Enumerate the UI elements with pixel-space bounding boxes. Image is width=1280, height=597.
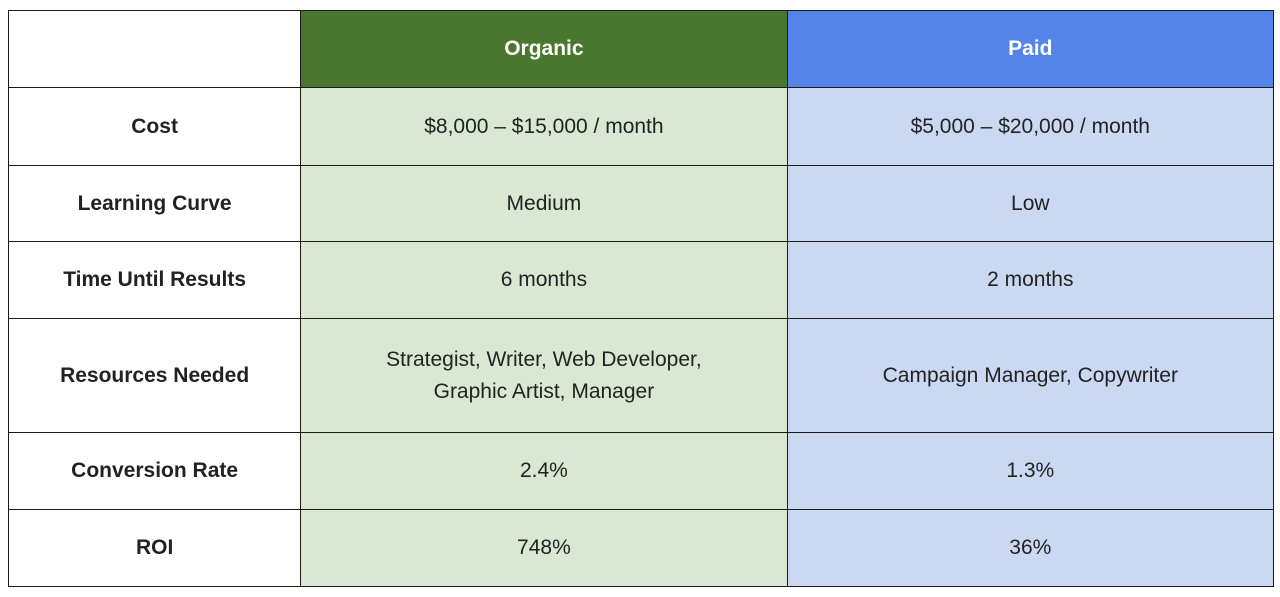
paid-conversion-rate-cell: 1.3%	[786, 432, 1275, 510]
table-row-learning-curve: Learning Curve Medium Low	[7, 165, 1275, 242]
organic-resources-line-1: Strategist, Writer, Web Developer,	[386, 347, 702, 371]
paid-resources-needed-cell: Campaign Manager, Copywriter	[786, 318, 1275, 433]
organic-conversion-rate-cell: 2.4%	[300, 432, 788, 510]
paid-learning-curve-cell: Low	[786, 165, 1275, 242]
organic-column-header: Organic	[300, 10, 788, 88]
corner-cell	[7, 10, 302, 88]
row-label-time-until-results: Time Until Results	[7, 241, 302, 319]
table-row-roi: ROI 748% 36%	[7, 509, 1275, 587]
organic-cost-cell: $8,000 – $15,000 / month	[300, 87, 788, 166]
organic-learning-curve-cell: Medium	[300, 165, 788, 242]
row-label-learning-curve: Learning Curve	[7, 165, 302, 242]
organic-time-until-results-cell: 6 months	[300, 241, 788, 319]
table-row-time-until-results: Time Until Results 6 months 2 months	[7, 241, 1275, 319]
organic-roi-cell: 748%	[300, 509, 788, 587]
organic-resources-line-2: Graphic Artist, Manager	[433, 379, 655, 403]
comparison-table: Organic Paid Cost $8,000 – $15,000 / mon…	[7, 10, 1275, 587]
row-label-roi: ROI	[7, 509, 302, 587]
table-row-conversion-rate: Conversion Rate 2.4% 1.3%	[7, 432, 1275, 510]
header-row: Organic Paid	[7, 10, 1275, 88]
paid-time-until-results-cell: 2 months	[786, 241, 1275, 319]
row-label-cost: Cost	[7, 87, 302, 166]
paid-roi-cell: 36%	[786, 509, 1275, 587]
paid-cost-cell: $5,000 – $20,000 / month	[786, 87, 1275, 166]
table-row-cost: Cost $8,000 – $15,000 / month $5,000 – $…	[7, 87, 1275, 166]
organic-resources-needed-cell: Strategist, Writer, Web Developer, Graph…	[300, 318, 788, 433]
row-label-conversion-rate: Conversion Rate	[7, 432, 302, 510]
paid-column-header: Paid	[786, 10, 1275, 88]
table-row-resources-needed: Resources Needed Strategist, Writer, Web…	[7, 318, 1275, 433]
row-label-resources-needed: Resources Needed	[7, 318, 302, 433]
